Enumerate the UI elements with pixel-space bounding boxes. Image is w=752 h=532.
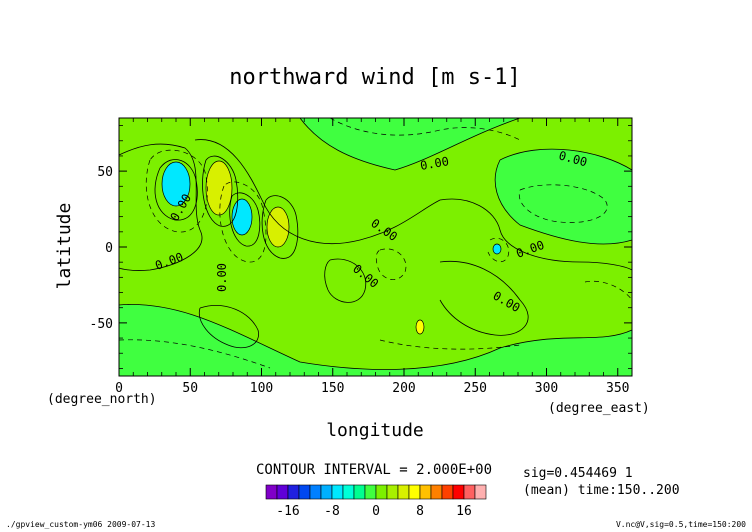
contour-zero-8 bbox=[324, 258, 367, 303]
y-tick-label: 0 bbox=[105, 241, 113, 256]
contour-dashed-4 bbox=[329, 117, 521, 141]
x-tick-label: 250 bbox=[464, 381, 487, 396]
contour-dashed-3 bbox=[518, 184, 608, 223]
colorbar-swatch bbox=[265, 484, 278, 500]
x-tick-label: 150 bbox=[321, 381, 344, 396]
colorbar-swatch bbox=[298, 484, 311, 500]
colorbar-tick-label: -8 bbox=[324, 504, 340, 519]
colorbar-swatch bbox=[386, 484, 399, 500]
contour-zero-9 bbox=[439, 260, 529, 336]
footer-right: V.nc@V,sig=0.5,time=150:200 bbox=[616, 520, 746, 529]
feature-positive-north-2 bbox=[266, 206, 290, 248]
colorbar-swatch bbox=[287, 484, 300, 500]
contour-label: 0.00 bbox=[215, 263, 229, 292]
contour-ring-north-1 bbox=[154, 159, 198, 221]
y-axis-title: latitude bbox=[54, 203, 75, 290]
contour-zero-7 bbox=[494, 159, 633, 245]
colorbar-tick-label: 0 bbox=[372, 504, 380, 519]
colorbar-tick-label: 8 bbox=[416, 504, 424, 519]
colorbar-swatch bbox=[342, 484, 355, 500]
x-tick-label: 100 bbox=[250, 381, 273, 396]
colorbar-swatch bbox=[276, 484, 289, 500]
colorbar-swatch bbox=[474, 484, 487, 500]
x-tick-label: 350 bbox=[606, 381, 629, 396]
colorbar-tick-label: 16 bbox=[456, 504, 472, 519]
contour-lines bbox=[118, 117, 633, 370]
x-tick-label: 200 bbox=[392, 381, 415, 396]
colorbar-swatch bbox=[331, 484, 344, 500]
colorbar-swatch bbox=[364, 484, 377, 500]
contour-dashed-5 bbox=[118, 339, 271, 369]
negative-region-north bbox=[300, 118, 520, 170]
contour-zero-6 bbox=[499, 148, 633, 171]
negative-region-east bbox=[495, 149, 632, 245]
contour-dashed-8 bbox=[584, 280, 633, 301]
contour-zero-10 bbox=[198, 305, 259, 349]
y-tick-label: -50 bbox=[90, 317, 113, 332]
colorbar-swatch bbox=[309, 484, 322, 500]
feature-negative-north-1 bbox=[161, 161, 191, 207]
contour-label: 0.00 bbox=[419, 154, 450, 173]
contour-zero-1 bbox=[118, 143, 203, 271]
colorbar-swatch bbox=[320, 484, 333, 500]
contour-dashed-9 bbox=[487, 237, 510, 263]
contour-dashed-6 bbox=[379, 339, 521, 350]
x-tick-label: 300 bbox=[535, 381, 558, 396]
info-line-1: sig=0.454469 1 bbox=[523, 466, 633, 481]
negative-region-south bbox=[119, 304, 632, 376]
colorbar-tick-label: -16 bbox=[276, 504, 299, 519]
contour-interval-label: CONTOUR INTERVAL = 2.000E+00 bbox=[256, 462, 492, 478]
feature-positive-south bbox=[415, 319, 425, 335]
x-units-label: (degree_east) bbox=[548, 401, 650, 416]
x-tick-label: 0 bbox=[115, 381, 123, 396]
contour-zero-2 bbox=[194, 139, 441, 244]
contour-zero-5 bbox=[299, 117, 521, 171]
contour-zero-4 bbox=[118, 304, 633, 370]
contour-ring-north-4 bbox=[261, 195, 299, 259]
colorbar-swatch bbox=[375, 484, 388, 500]
colorbar-swatch bbox=[430, 484, 443, 500]
y-axis: -50 0 50 bbox=[90, 125, 632, 369]
y-tick-label: 50 bbox=[97, 165, 113, 180]
colorbar-swatch bbox=[408, 484, 421, 500]
plot-area: 0.00 0.00 0.00 0.00 0.00 0.00 0.00 0.00 … bbox=[118, 117, 633, 377]
feature-positive-north-1 bbox=[205, 160, 233, 216]
footer-left: ./gpview_custom-ym06 2009-07-13 bbox=[6, 520, 155, 529]
contour-ring-north-2 bbox=[202, 155, 239, 227]
colorbar-swatch bbox=[441, 484, 454, 500]
info-line-2: (mean) time:150..200 bbox=[523, 483, 680, 498]
x-axis: 0 50 100 150 200 250 300 350 bbox=[115, 118, 629, 396]
colorbar-swatch bbox=[452, 484, 465, 500]
contour-dashed-1 bbox=[145, 149, 208, 233]
colorbar-swatch bbox=[397, 484, 410, 500]
colorbar-swatch bbox=[463, 484, 476, 500]
y-units-label: (degree_north) bbox=[47, 392, 157, 407]
x-axis-title: longitude bbox=[326, 420, 424, 441]
colorbar-swatch bbox=[353, 484, 366, 500]
contour-lines-dashed bbox=[118, 117, 633, 369]
feature-negative-east bbox=[492, 243, 502, 255]
chart-title: northward wind [m s-1] bbox=[229, 65, 520, 90]
colorbar-swatch bbox=[419, 484, 432, 500]
colorbar: -16 -8 0 8 16 bbox=[265, 484, 487, 519]
x-tick-label: 50 bbox=[182, 381, 198, 396]
contour-zero-3 bbox=[439, 198, 633, 271]
contour-ring-north-3 bbox=[229, 192, 261, 247]
contour-dashed-7 bbox=[375, 248, 407, 280]
